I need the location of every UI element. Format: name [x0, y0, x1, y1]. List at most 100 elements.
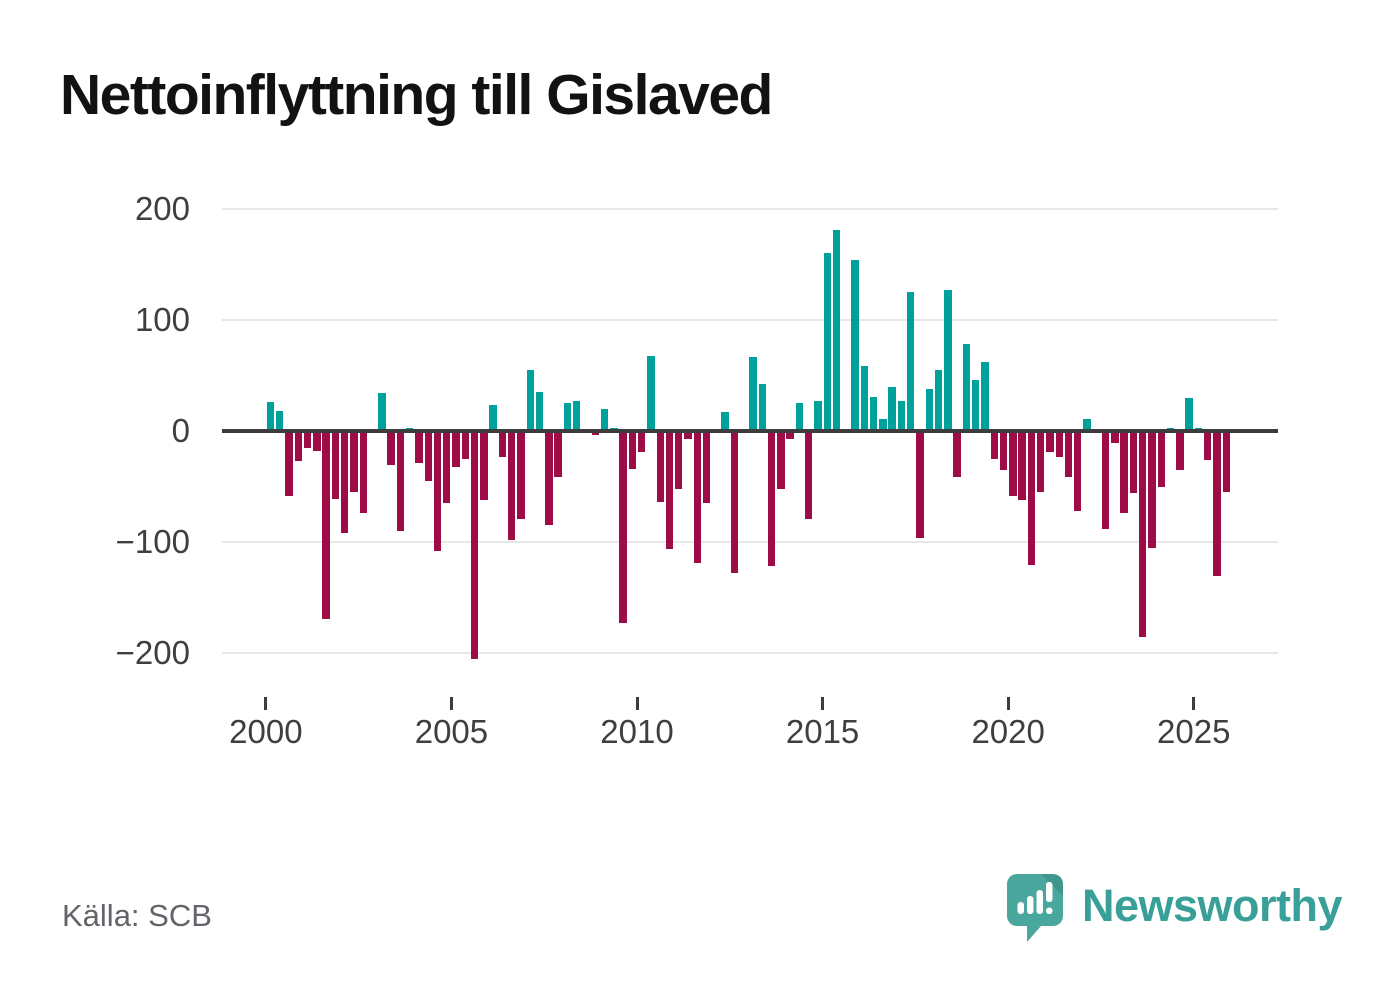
bar [981, 362, 989, 431]
x-axis-tick [449, 697, 453, 710]
bar [517, 431, 525, 519]
bar [1139, 431, 1147, 638]
bar [1111, 431, 1119, 444]
y-axis-label: −200 [115, 634, 190, 671]
bar [637, 431, 646, 453]
bar [1185, 397, 1193, 431]
bar [266, 402, 275, 431]
bar [433, 431, 442, 551]
bar [647, 355, 655, 431]
bar [276, 411, 284, 431]
bar [387, 431, 395, 466]
bar [573, 401, 581, 431]
bar [888, 386, 896, 431]
bar [461, 431, 470, 459]
bar [721, 412, 729, 431]
gridline [222, 319, 1278, 321]
bar [443, 431, 451, 504]
bar [795, 403, 804, 431]
bar [758, 384, 766, 431]
bar [777, 431, 785, 489]
newsworthy-logo: Newsworthy [1006, 874, 1343, 944]
gridline [222, 541, 1278, 543]
bar [600, 408, 609, 431]
zero-line [222, 429, 1278, 433]
bar [897, 401, 906, 431]
bar [285, 431, 293, 497]
x-axis-tick [1192, 697, 1196, 710]
bar [1055, 431, 1063, 457]
bar [675, 431, 683, 489]
y-axis-label: 100 [134, 301, 190, 338]
x-axis-label: 2025 [1157, 713, 1231, 750]
bar [489, 405, 497, 431]
bar [1129, 431, 1138, 494]
plot-area [222, 208, 1278, 659]
bar [341, 431, 349, 534]
bar [1036, 431, 1045, 493]
x-axis-label: 2020 [971, 713, 1045, 750]
bar [972, 379, 980, 431]
bar [665, 431, 674, 549]
bar [1009, 431, 1017, 497]
bar [990, 431, 998, 459]
bar [331, 431, 340, 499]
bar [823, 253, 831, 431]
y-axis-label: −100 [115, 523, 190, 560]
bar [786, 431, 794, 439]
bar [1064, 431, 1073, 477]
bar [452, 431, 460, 467]
bar [508, 431, 516, 540]
bar [619, 431, 627, 624]
x-axis-tick [1006, 697, 1010, 710]
bar [1046, 431, 1054, 453]
bar [999, 431, 1008, 470]
bar [656, 431, 664, 503]
bar [767, 431, 776, 567]
x-axis-tick [635, 697, 639, 710]
y-axis-label: 200 [134, 190, 190, 227]
gridline [222, 208, 1278, 210]
bar [313, 431, 321, 451]
newsworthy-logo-icon [1007, 874, 1063, 942]
bar [925, 388, 933, 431]
bar [1203, 431, 1212, 460]
x-axis-label: 2000 [229, 713, 303, 750]
gridline [222, 652, 1278, 654]
bar [303, 431, 312, 448]
bar [702, 431, 711, 504]
bar [591, 431, 599, 436]
bar [554, 431, 562, 477]
bar [814, 401, 822, 431]
bar [804, 431, 813, 519]
bar [1074, 431, 1082, 511]
bar [1120, 431, 1128, 514]
bar [907, 292, 915, 431]
x-axis-label: 2010 [600, 713, 674, 750]
x-axis-tick [821, 697, 825, 710]
bar [628, 431, 637, 469]
bar [1222, 431, 1230, 493]
chart-title: Nettoinflyttning till Gislaved [60, 63, 773, 127]
source-text: Källa: SCB [62, 898, 212, 933]
bar [953, 431, 961, 477]
x-axis-label: 2015 [785, 713, 860, 750]
bar [396, 431, 405, 531]
newsworthy-logo-text: Newsworthy [1082, 880, 1343, 931]
bar [1213, 431, 1221, 577]
bar [535, 392, 544, 431]
bar [563, 403, 572, 431]
bar [545, 431, 553, 526]
bar [480, 431, 488, 500]
bar [684, 431, 692, 439]
y-axis-label: 0 [171, 412, 190, 449]
bar [916, 431, 924, 538]
bar [1148, 431, 1156, 548]
bar [424, 431, 432, 481]
bar [1018, 431, 1026, 500]
bar [415, 431, 423, 464]
bar [934, 369, 943, 431]
x-axis-label: 2005 [414, 713, 489, 750]
bar [869, 396, 878, 431]
